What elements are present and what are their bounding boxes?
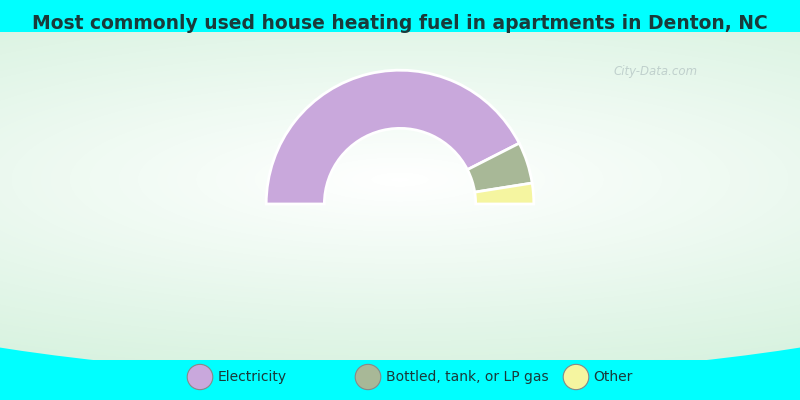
Ellipse shape — [302, 155, 498, 204]
Ellipse shape — [0, 0, 800, 359]
Ellipse shape — [234, 137, 566, 222]
Ellipse shape — [206, 130, 594, 230]
Text: Bottled, tank, or LP gas: Bottled, tank, or LP gas — [386, 370, 548, 384]
Ellipse shape — [0, 28, 800, 332]
Text: Electricity: Electricity — [218, 370, 286, 384]
Ellipse shape — [166, 120, 634, 239]
Ellipse shape — [0, 55, 800, 304]
Ellipse shape — [0, 58, 800, 302]
Ellipse shape — [381, 175, 419, 184]
Ellipse shape — [0, 0, 800, 364]
Ellipse shape — [0, 3, 800, 356]
Ellipse shape — [0, 62, 800, 297]
Ellipse shape — [0, 38, 800, 322]
Ellipse shape — [293, 152, 507, 207]
Ellipse shape — [390, 177, 410, 182]
Ellipse shape — [351, 167, 449, 192]
Ellipse shape — [322, 160, 478, 200]
Ellipse shape — [118, 107, 682, 252]
Wedge shape — [266, 70, 519, 204]
Ellipse shape — [0, 48, 800, 312]
Ellipse shape — [40, 88, 760, 272]
Ellipse shape — [89, 100, 711, 259]
Ellipse shape — [361, 170, 439, 190]
Ellipse shape — [0, 0, 800, 376]
Ellipse shape — [196, 127, 604, 232]
Ellipse shape — [0, 5, 800, 354]
Ellipse shape — [0, 0, 800, 362]
Ellipse shape — [108, 105, 692, 254]
Ellipse shape — [0, 0, 800, 372]
Ellipse shape — [0, 30, 800, 329]
Ellipse shape — [50, 90, 750, 269]
Ellipse shape — [0, 35, 800, 324]
Ellipse shape — [0, 72, 800, 287]
Ellipse shape — [0, 40, 800, 319]
Ellipse shape — [128, 110, 672, 249]
Ellipse shape — [245, 140, 555, 220]
Ellipse shape — [0, 42, 800, 317]
Ellipse shape — [0, 0, 800, 366]
Ellipse shape — [70, 95, 730, 264]
Ellipse shape — [138, 112, 662, 247]
Text: Other: Other — [594, 370, 633, 384]
Ellipse shape — [254, 142, 546, 217]
Ellipse shape — [371, 172, 429, 187]
Ellipse shape — [0, 8, 800, 352]
Ellipse shape — [563, 364, 589, 390]
Ellipse shape — [157, 117, 643, 242]
Ellipse shape — [0, 13, 800, 346]
Ellipse shape — [225, 135, 575, 224]
Ellipse shape — [0, 20, 800, 339]
Ellipse shape — [30, 85, 770, 274]
Ellipse shape — [60, 92, 740, 267]
Ellipse shape — [79, 97, 721, 262]
Ellipse shape — [2, 78, 798, 282]
Ellipse shape — [0, 68, 800, 292]
Ellipse shape — [0, 25, 800, 334]
Ellipse shape — [332, 162, 468, 197]
Ellipse shape — [187, 364, 213, 390]
Text: Most commonly used house heating fuel in apartments in Denton, NC: Most commonly used house heating fuel in… — [32, 14, 768, 33]
Wedge shape — [474, 183, 534, 204]
Ellipse shape — [0, 33, 800, 326]
Ellipse shape — [11, 80, 789, 279]
Ellipse shape — [0, 10, 800, 349]
Ellipse shape — [0, 50, 800, 309]
Ellipse shape — [215, 132, 585, 227]
Ellipse shape — [0, 23, 800, 336]
Ellipse shape — [355, 364, 381, 390]
Ellipse shape — [274, 147, 526, 212]
Wedge shape — [467, 143, 532, 192]
Ellipse shape — [0, 15, 800, 344]
Ellipse shape — [283, 150, 517, 210]
Ellipse shape — [147, 115, 653, 244]
Ellipse shape — [21, 82, 779, 277]
Ellipse shape — [264, 145, 536, 214]
Ellipse shape — [0, 45, 800, 314]
Ellipse shape — [0, 0, 800, 369]
Ellipse shape — [342, 165, 458, 194]
Ellipse shape — [0, 65, 800, 294]
Ellipse shape — [0, 75, 800, 284]
Ellipse shape — [98, 102, 702, 257]
Ellipse shape — [0, 52, 800, 307]
Ellipse shape — [0, 60, 800, 299]
Ellipse shape — [0, 18, 800, 342]
Ellipse shape — [186, 125, 614, 234]
Text: City-Data.com: City-Data.com — [614, 65, 698, 78]
Ellipse shape — [177, 122, 623, 237]
Ellipse shape — [0, 0, 800, 374]
Ellipse shape — [313, 157, 487, 202]
Ellipse shape — [0, 70, 800, 289]
